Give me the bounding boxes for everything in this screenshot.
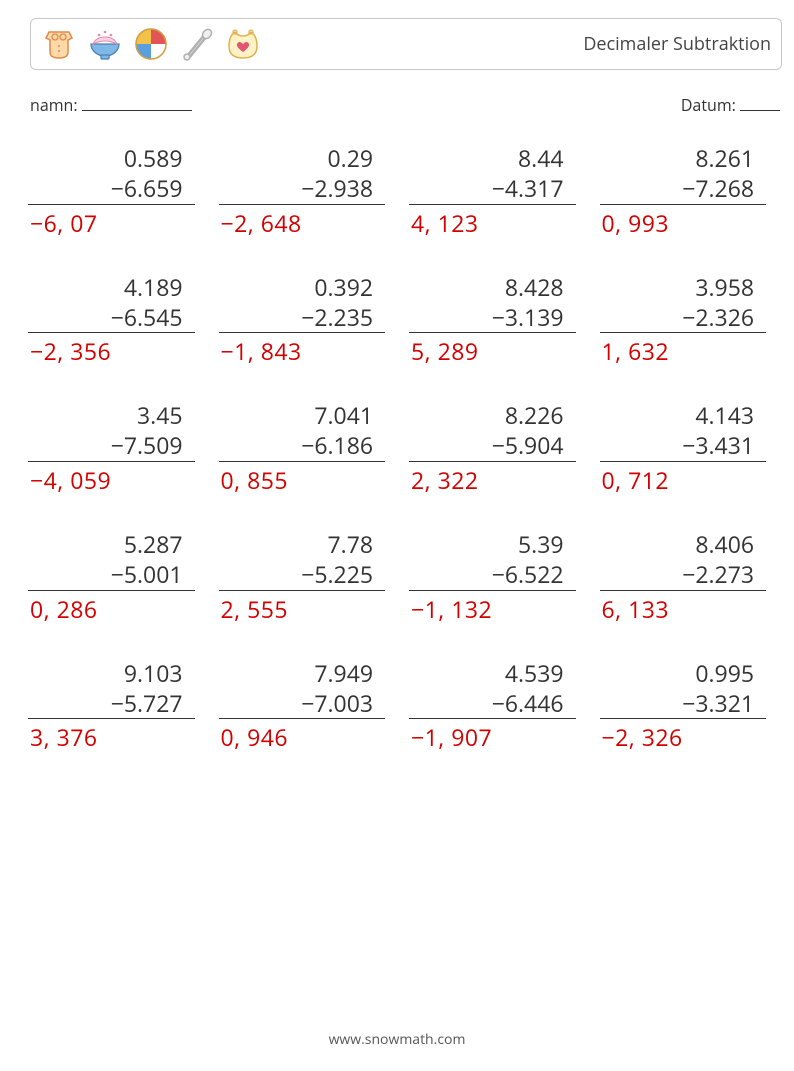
subtrahend: −2.326 [600, 303, 767, 334]
problem: 5.39−6.522 −1, 132 [409, 530, 576, 625]
answer: 6, 133 [600, 595, 767, 625]
problem: 5.287−5.001 0, 286 [28, 530, 195, 625]
problem: 4.143−3.431 0, 712 [600, 401, 767, 496]
problem: 7.78−5.225 2, 555 [219, 530, 386, 625]
worksheet-title: Decimaler Subtraktion [583, 32, 771, 56]
date-blank[interactable] [740, 94, 780, 111]
minuend: 0.589 [28, 144, 195, 174]
problem: 0.29−2.938 −2, 648 [219, 144, 386, 239]
answer: 3, 376 [28, 723, 195, 753]
meta-row: namn: Datum: [30, 94, 780, 116]
minuend: 7.949 [219, 659, 386, 689]
problem: 8.44−4.317 4, 123 [409, 144, 576, 239]
answer: 0, 993 [600, 209, 767, 239]
minuend: 8.428 [409, 273, 576, 303]
date-field: Datum: [681, 94, 780, 116]
problem: 3.958−2.3261, 632 [600, 273, 767, 368]
minuend: 9.103 [28, 659, 195, 689]
worksheet-header: Decimaler Subtraktion [30, 18, 782, 70]
answer: −6, 07 [28, 209, 195, 239]
problem: 0.995−3.321−2, 326 [600, 659, 767, 754]
subtrahend: −6.446 [409, 689, 576, 720]
footer-url: www.snowmath.com [329, 1030, 466, 1049]
subtrahend: −4.317 [409, 174, 576, 205]
answer: 5, 289 [409, 337, 576, 367]
problem: 7.041−6.186 0, 855 [219, 401, 386, 496]
problem: 8.261−7.268 0, 993 [600, 144, 767, 239]
problem: 9.103−5.7273, 376 [28, 659, 195, 754]
name-label: namn: [30, 94, 78, 116]
date-label: Datum: [681, 94, 736, 116]
bib-icon [223, 24, 263, 64]
minuend: 3.45 [28, 401, 195, 431]
problem: 8.406−2.273 6, 133 [600, 530, 767, 625]
onesie-icon [39, 24, 79, 64]
subtrahend: −2.235 [219, 303, 386, 334]
answer: 0, 855 [219, 466, 386, 496]
answer: −1, 907 [409, 723, 576, 753]
minuend: 0.29 [219, 144, 386, 174]
name-blank[interactable] [82, 94, 192, 111]
problem: 0.589−6.659 −6, 07 [28, 144, 195, 239]
problem: 8.226−5.904 2, 322 [409, 401, 576, 496]
subtrahend: −5.904 [409, 431, 576, 462]
subtrahend: −3.139 [409, 303, 576, 334]
subtrahend: −5.727 [28, 689, 195, 720]
subtrahend: −3.321 [600, 689, 767, 720]
answer: −1, 843 [219, 337, 386, 367]
answer: 1, 632 [600, 337, 767, 367]
problem: 4.539−6.446−1, 907 [409, 659, 576, 754]
subtrahend: −5.001 [28, 560, 195, 591]
answer: 4, 123 [409, 209, 576, 239]
footer: www.snowmath.com [0, 1030, 794, 1049]
problem: 4.189−6.545−2, 356 [28, 273, 195, 368]
problem: 8.428−3.1395, 289 [409, 273, 576, 368]
answer: −2, 356 [28, 337, 195, 367]
answer: 2, 322 [409, 466, 576, 496]
minuend: 8.406 [600, 530, 767, 560]
subtrahend: −3.431 [600, 431, 767, 462]
minuend: 8.261 [600, 144, 767, 174]
subtrahend: −7.268 [600, 174, 767, 205]
minuend: 0.392 [219, 273, 386, 303]
subtrahend: −7.509 [28, 431, 195, 462]
subtrahend: −6.659 [28, 174, 195, 205]
minuend: 5.39 [409, 530, 576, 560]
answer: −2, 326 [600, 723, 767, 753]
minuend: 7.78 [219, 530, 386, 560]
answer: −2, 648 [219, 209, 386, 239]
bowl-icon [85, 24, 125, 64]
pin-icon [177, 24, 217, 64]
problem: 0.392−2.235−1, 843 [219, 273, 386, 368]
minuend: 4.189 [28, 273, 195, 303]
subtrahend: −6.545 [28, 303, 195, 334]
answer: 2, 555 [219, 595, 386, 625]
minuend: 4.539 [409, 659, 576, 689]
problem: 3.45−7.509 −4, 059 [28, 401, 195, 496]
minuend: 4.143 [600, 401, 767, 431]
answer: −1, 132 [409, 595, 576, 625]
ball-icon [131, 24, 171, 64]
answer: −4, 059 [28, 466, 195, 496]
minuend: 0.995 [600, 659, 767, 689]
minuend: 8.44 [409, 144, 576, 174]
subtrahend: −7.003 [219, 689, 386, 720]
subtrahend: −2.273 [600, 560, 767, 591]
answer: 0, 946 [219, 723, 386, 753]
header-icons [39, 24, 263, 64]
minuend: 5.287 [28, 530, 195, 560]
problem: 7.949−7.0030, 946 [219, 659, 386, 754]
subtrahend: −6.186 [219, 431, 386, 462]
minuend: 7.041 [219, 401, 386, 431]
subtrahend: −2.938 [219, 174, 386, 205]
answer: 0, 286 [28, 595, 195, 625]
answer: 0, 712 [600, 466, 767, 496]
problems-grid: 0.589−6.659−6, 070.29−2.938−2, 6488.44−4… [28, 144, 766, 753]
minuend: 3.958 [600, 273, 767, 303]
subtrahend: −6.522 [409, 560, 576, 591]
name-field: namn: [30, 94, 192, 116]
minuend: 8.226 [409, 401, 576, 431]
subtrahend: −5.225 [219, 560, 386, 591]
